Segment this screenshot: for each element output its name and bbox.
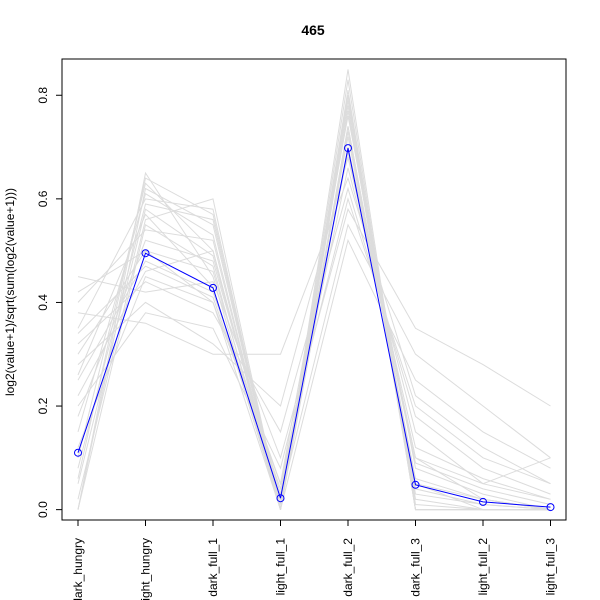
background-series-line	[77, 207, 551, 460]
chart-title: 465	[301, 22, 325, 38]
y-tick-label: 0.0	[36, 501, 50, 518]
y-axis-label: log2(value+1)/sqrt(sum(log2(value+1)))	[3, 188, 17, 396]
background-series-line	[77, 69, 551, 511]
x-tick-label: dark_full_2	[341, 538, 355, 597]
background-series-line	[77, 223, 551, 502]
x-tick-label: light_full_3	[544, 538, 558, 596]
x-tick-label: light_full_1	[274, 538, 288, 596]
x-tick-label: dark_full_3	[409, 538, 423, 597]
highlight-point	[141, 249, 150, 258]
highlight-point	[209, 283, 217, 292]
x-tick-label: light_hungry	[139, 538, 153, 600]
background-series-line	[77, 110, 551, 511]
highlight-point	[546, 503, 555, 512]
highlight-point	[344, 144, 352, 153]
background-series-line	[77, 186, 551, 495]
highlight-point	[276, 494, 285, 503]
highlight-point	[411, 480, 420, 489]
background-series-line	[77, 176, 551, 485]
y-tick-label: 0.4	[36, 294, 50, 311]
x-axis: dark_hungry light_hungry dark_full_1 light_…	[71, 520, 558, 600]
background-series-line	[77, 90, 551, 511]
plot-frame	[61, 58, 567, 521]
x-tick-label: dark_full_1	[206, 538, 220, 597]
y-tick-label: 0.2	[36, 397, 50, 414]
x-tick-label: light_full_2	[476, 538, 490, 596]
y-tick-label: 0.8	[36, 87, 50, 104]
highlight-point	[479, 497, 487, 506]
y-axis: 0.0 0.2 0.4 0.6 0.8	[36, 87, 62, 518]
background-series-line	[77, 157, 551, 500]
background-series-group	[77, 69, 551, 511]
background-series-line	[77, 229, 551, 510]
highlight-point	[74, 448, 82, 457]
highlight-series-group	[74, 144, 555, 512]
background-series-line	[77, 100, 551, 511]
y-tick-label: 0.6	[36, 190, 50, 207]
highlight-series-line	[77, 148, 551, 508]
background-series-line	[77, 126, 551, 511]
x-tick-label: dark_hungry	[71, 538, 85, 600]
